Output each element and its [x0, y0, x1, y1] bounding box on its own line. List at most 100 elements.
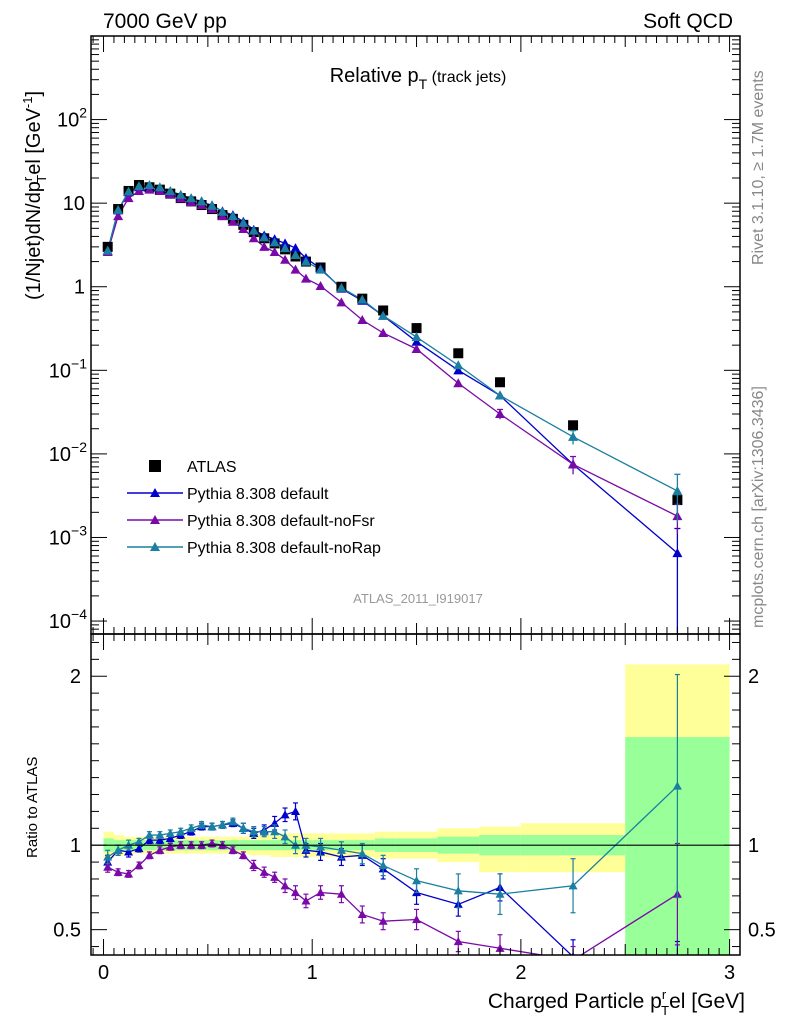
atlas-data-point	[495, 377, 506, 388]
ratio-data-point	[291, 887, 301, 897]
legend-marker	[150, 488, 160, 497]
ratio-data-point	[249, 860, 259, 870]
ratio-data-point	[280, 810, 290, 819]
main-data-point	[269, 247, 280, 257]
ratio-data-point	[453, 886, 463, 895]
main-data-point	[336, 297, 347, 307]
main-data-point	[238, 224, 249, 234]
ratio-y-tick-label-right: 1	[748, 835, 759, 857]
main-data-point	[568, 459, 579, 469]
ratio-data-point	[155, 835, 165, 844]
ratio-data-point	[165, 842, 175, 851]
header-left: 7000 GeV pp	[103, 10, 227, 33]
ratio-data-point	[228, 845, 238, 854]
ratio-data-point	[238, 850, 248, 859]
atlas-data-point	[378, 305, 389, 316]
ratio-data-point	[336, 889, 346, 898]
main-data-point	[269, 237, 280, 247]
ratio-y-tick-label-right: 0.5	[748, 920, 776, 942]
ratio-data-point	[155, 845, 165, 854]
ratio-data-point	[103, 862, 113, 871]
ratio-data-point	[103, 852, 113, 861]
x-axis-label: Charged Particle pr Tel [GeV]	[488, 987, 745, 1018]
y-tick-label: 10−3	[49, 522, 87, 549]
ratio-y-tick-label: 0.5	[53, 920, 81, 942]
y-tick-label: 10−1	[49, 355, 87, 382]
main-data-point	[144, 179, 155, 189]
ratio-data-point	[568, 881, 578, 890]
ratio-data-point	[412, 876, 422, 885]
chart-title: Relative pT (track jets)	[330, 65, 507, 92]
ratio-data-point	[217, 820, 227, 829]
main-data-point	[290, 264, 301, 274]
ratio-y-tick-label-right: 2	[748, 666, 759, 688]
y-tick-label: 10	[63, 193, 85, 215]
ratio-y-axis-label: Ratio to ATLAS	[24, 757, 41, 858]
ratio-data-point	[155, 830, 165, 839]
ratio-data-point	[165, 833, 175, 843]
ratio-data-point	[176, 827, 186, 836]
main-data-point	[495, 409, 506, 419]
ratio-data-point	[378, 916, 388, 925]
main-data-point	[165, 185, 176, 195]
ratio-data-point	[495, 943, 505, 952]
ratio-data-point	[357, 909, 367, 919]
legend: ATLAS Pythia 8.308 default Pythia 8.308 de…	[127, 459, 381, 557]
main-data-point	[280, 238, 291, 248]
main-data-point	[133, 181, 144, 191]
ratio-data-point	[228, 817, 238, 826]
ratio-data-point	[673, 971, 682, 979]
ratio-data-point	[412, 915, 422, 924]
main-data-point	[217, 206, 228, 216]
main-data-point	[672, 548, 683, 558]
main-data-point	[123, 193, 134, 203]
legend-marker	[150, 515, 160, 524]
main-data-point	[133, 185, 144, 195]
main-data-point	[123, 186, 134, 196]
main-y-axis-label: (1/Njet)dN/dprTel [GeV-1]	[20, 91, 49, 300]
y-tick-label: 1	[74, 277, 85, 299]
ratio-data-point	[316, 842, 326, 851]
main-data-point	[227, 211, 238, 221]
main-data-point	[144, 184, 155, 194]
main-data-point	[227, 216, 238, 226]
ratio-data-point	[280, 832, 290, 841]
x-tick-label: 1	[307, 962, 318, 984]
legend-label: Pythia 8.308 default-noRap	[187, 540, 381, 557]
main-data-point	[378, 310, 389, 320]
ratio-data-point	[280, 881, 290, 890]
main-data-point	[357, 294, 368, 304]
main-series-layer	[102, 179, 683, 634]
y-tick-label: 10−2	[49, 439, 87, 466]
ratio-data-point	[316, 887, 326, 897]
main-data-point	[672, 485, 683, 495]
ratio-data-point	[207, 822, 217, 831]
main-data-point	[154, 182, 165, 192]
main-data-point	[113, 204, 124, 214]
ratio-data-point	[124, 869, 134, 878]
ratio-data-point	[270, 872, 280, 881]
main-data-point	[186, 193, 197, 203]
atlas-data-point	[453, 348, 464, 359]
main-data-point	[357, 314, 368, 324]
main-data-point	[300, 256, 311, 266]
main-data-point	[315, 281, 326, 291]
main-data-point	[568, 431, 579, 441]
main-data-point	[300, 273, 311, 283]
legend-label: Pythia 8.308 default-noFsr	[187, 513, 375, 530]
atlas-data-point	[568, 420, 579, 431]
y-tick-label: 102	[57, 105, 87, 132]
ratio-data-point	[357, 849, 367, 858]
main-data-point	[102, 245, 113, 255]
ratio-data-point	[113, 867, 123, 876]
main-data-point	[378, 327, 389, 337]
ratio-data-point	[134, 837, 144, 846]
main-data-point	[113, 211, 124, 221]
ratio-data-point	[569, 956, 578, 964]
ratio-data-point	[144, 850, 154, 859]
x-tick-label: 2	[515, 962, 526, 984]
ratio-data-point	[495, 889, 505, 898]
main-data-point	[207, 200, 218, 210]
legend-label: Pythia 8.308 default	[187, 486, 329, 503]
